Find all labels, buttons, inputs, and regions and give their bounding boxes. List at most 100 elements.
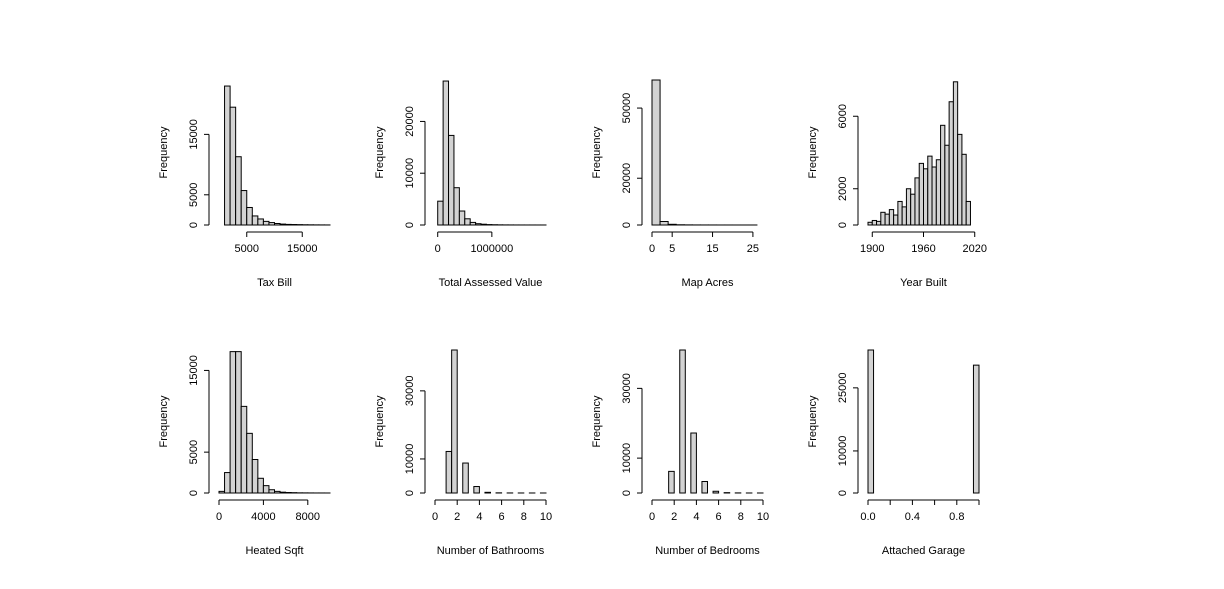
histogram-bar xyxy=(701,480,709,494)
histogram-bar xyxy=(876,220,882,226)
x-tick-label: 10 xyxy=(757,511,769,523)
x-axis-title: Tax Bill xyxy=(257,277,292,289)
histogram-bar xyxy=(251,459,259,494)
histogram-bar xyxy=(257,218,264,226)
y-tick-label: 0 xyxy=(837,222,849,228)
y-tick-label: 30000 xyxy=(621,373,633,404)
x-tick-label: 2020 xyxy=(962,243,986,255)
x-tick-label: 4000 xyxy=(251,511,275,523)
histogram-panel-3: 0 5 15 25 0 20000 50000 Map Acres Frequency xyxy=(591,79,759,289)
histogram-bar xyxy=(888,209,895,226)
histogram-bar xyxy=(453,187,460,226)
histogram-bar xyxy=(445,450,453,494)
histogram-bar xyxy=(712,490,720,494)
histogram-bar xyxy=(914,177,920,226)
x-tick-label: 8000 xyxy=(296,511,320,523)
y-axis-title: Frequency xyxy=(374,126,386,178)
y-axis-title: Frequency xyxy=(807,126,819,178)
histogram-panel-1: 5000 15000 0 5000 15000 Tax Bill Frequency xyxy=(158,85,331,289)
histogram-bar xyxy=(893,214,899,226)
y-tick-label: 5000 xyxy=(188,440,200,464)
x-axis-title: Map Acres xyxy=(682,277,734,289)
histogram-bar xyxy=(668,470,675,494)
histogram-bar xyxy=(867,221,873,226)
histogram-bar xyxy=(229,106,237,226)
histogram-bar xyxy=(240,405,248,494)
histogram-panel-5: 0 4000 8000 0 5000 15000 Heated Sqft Frequency xyxy=(158,351,331,557)
histogram-bar xyxy=(961,153,967,226)
x-axis-title: Number of Bedrooms xyxy=(655,545,760,557)
y-tick-label: 0 xyxy=(837,490,849,496)
x-tick-label: 0 xyxy=(435,243,441,255)
histogram-bar xyxy=(274,222,281,226)
histogram-bar xyxy=(940,124,946,226)
histogram-bar xyxy=(910,193,916,226)
histogram-panel-6: 0 2 4 6 8 10 0 10000 30000 Number of Bathrooms Fre… xyxy=(374,349,552,557)
histogram-bar xyxy=(442,80,450,226)
histogram-bar xyxy=(262,220,270,226)
histogram-bar xyxy=(235,351,242,494)
x-axis-title: Number of Bathrooms xyxy=(437,545,545,557)
x-tick-label: 5 xyxy=(669,243,675,255)
y-axis-title: Frequency xyxy=(374,395,386,447)
x-tick-label: 0.4 xyxy=(905,511,920,523)
histogram-bar xyxy=(880,211,886,226)
y-tick-label: 10000 xyxy=(404,444,416,475)
histogram-bar xyxy=(480,223,487,226)
histogram-bar xyxy=(957,133,963,226)
y-tick-label: 20000 xyxy=(404,106,416,137)
histogram-bar xyxy=(469,221,477,226)
histogram-bar xyxy=(475,223,482,226)
y-tick-label: 0 xyxy=(621,222,633,228)
histogram-bar xyxy=(448,134,455,226)
y-axis-title: Frequency xyxy=(591,126,603,178)
x-tick-label: 15000 xyxy=(287,243,318,255)
histogram-bar xyxy=(279,223,287,226)
histogram-bar xyxy=(451,349,458,494)
histogram-panel-2: 0 1000000 0 10000 20000 Total Assessed Value F… xyxy=(374,80,547,289)
histogram-bar xyxy=(274,490,281,494)
y-tick-label: 0 xyxy=(188,222,200,228)
x-tick-label: 4 xyxy=(476,511,482,523)
histogram-bar xyxy=(952,81,959,226)
histogram-bar xyxy=(257,477,264,494)
histogram-bar xyxy=(268,222,276,226)
x-tick-label: 6 xyxy=(499,511,505,523)
histogram-bar xyxy=(935,159,942,226)
histogram-bar xyxy=(262,485,270,494)
x-axis-title: Total Assessed Value xyxy=(439,277,543,289)
y-axis-title: Frequency xyxy=(591,395,603,447)
histogram-bar xyxy=(659,220,669,226)
histogram-bar xyxy=(235,156,242,226)
y-tick-label: 15000 xyxy=(188,355,200,386)
x-tick-label: 15 xyxy=(706,243,718,255)
histogram-bar xyxy=(923,168,929,226)
histogram-bar xyxy=(224,472,231,494)
histogram-bar xyxy=(679,349,686,494)
y-axis-title: Frequency xyxy=(158,126,170,178)
x-tick-label: 0.0 xyxy=(860,511,875,523)
x-tick-label: 10 xyxy=(540,511,552,523)
y-tick-label: 50000 xyxy=(621,93,633,124)
x-tick-label: 0 xyxy=(432,511,438,523)
x-tick-label: 1960 xyxy=(911,243,935,255)
histogram-bar xyxy=(464,218,471,226)
histogram-bar xyxy=(965,200,971,226)
histogram-bar xyxy=(251,215,259,226)
histogram-bar xyxy=(690,432,697,494)
histogram-bar xyxy=(229,351,237,494)
histogram-bar xyxy=(484,491,492,494)
histogram-bar xyxy=(871,219,878,226)
histogram-bar xyxy=(927,155,933,226)
x-tick-label: 1000000 xyxy=(470,243,513,255)
histogram-panel-7: 0 2 4 6 8 10 0 10000 30000 Number of Bedrooms Freq… xyxy=(591,349,769,557)
x-tick-label: 8 xyxy=(738,511,744,523)
y-tick-label: 0 xyxy=(621,490,633,496)
histogram-panel-4: 1900 1960 2020 0 2000 6000 Year Built Frequency xyxy=(807,81,987,289)
y-tick-label: 30000 xyxy=(404,376,416,407)
y-tick-label: 10000 xyxy=(404,158,416,189)
histogram-bar xyxy=(884,213,890,226)
histogram-bar xyxy=(279,491,287,494)
y-tick-label: 25000 xyxy=(837,373,849,404)
histogram-bar xyxy=(918,162,924,226)
